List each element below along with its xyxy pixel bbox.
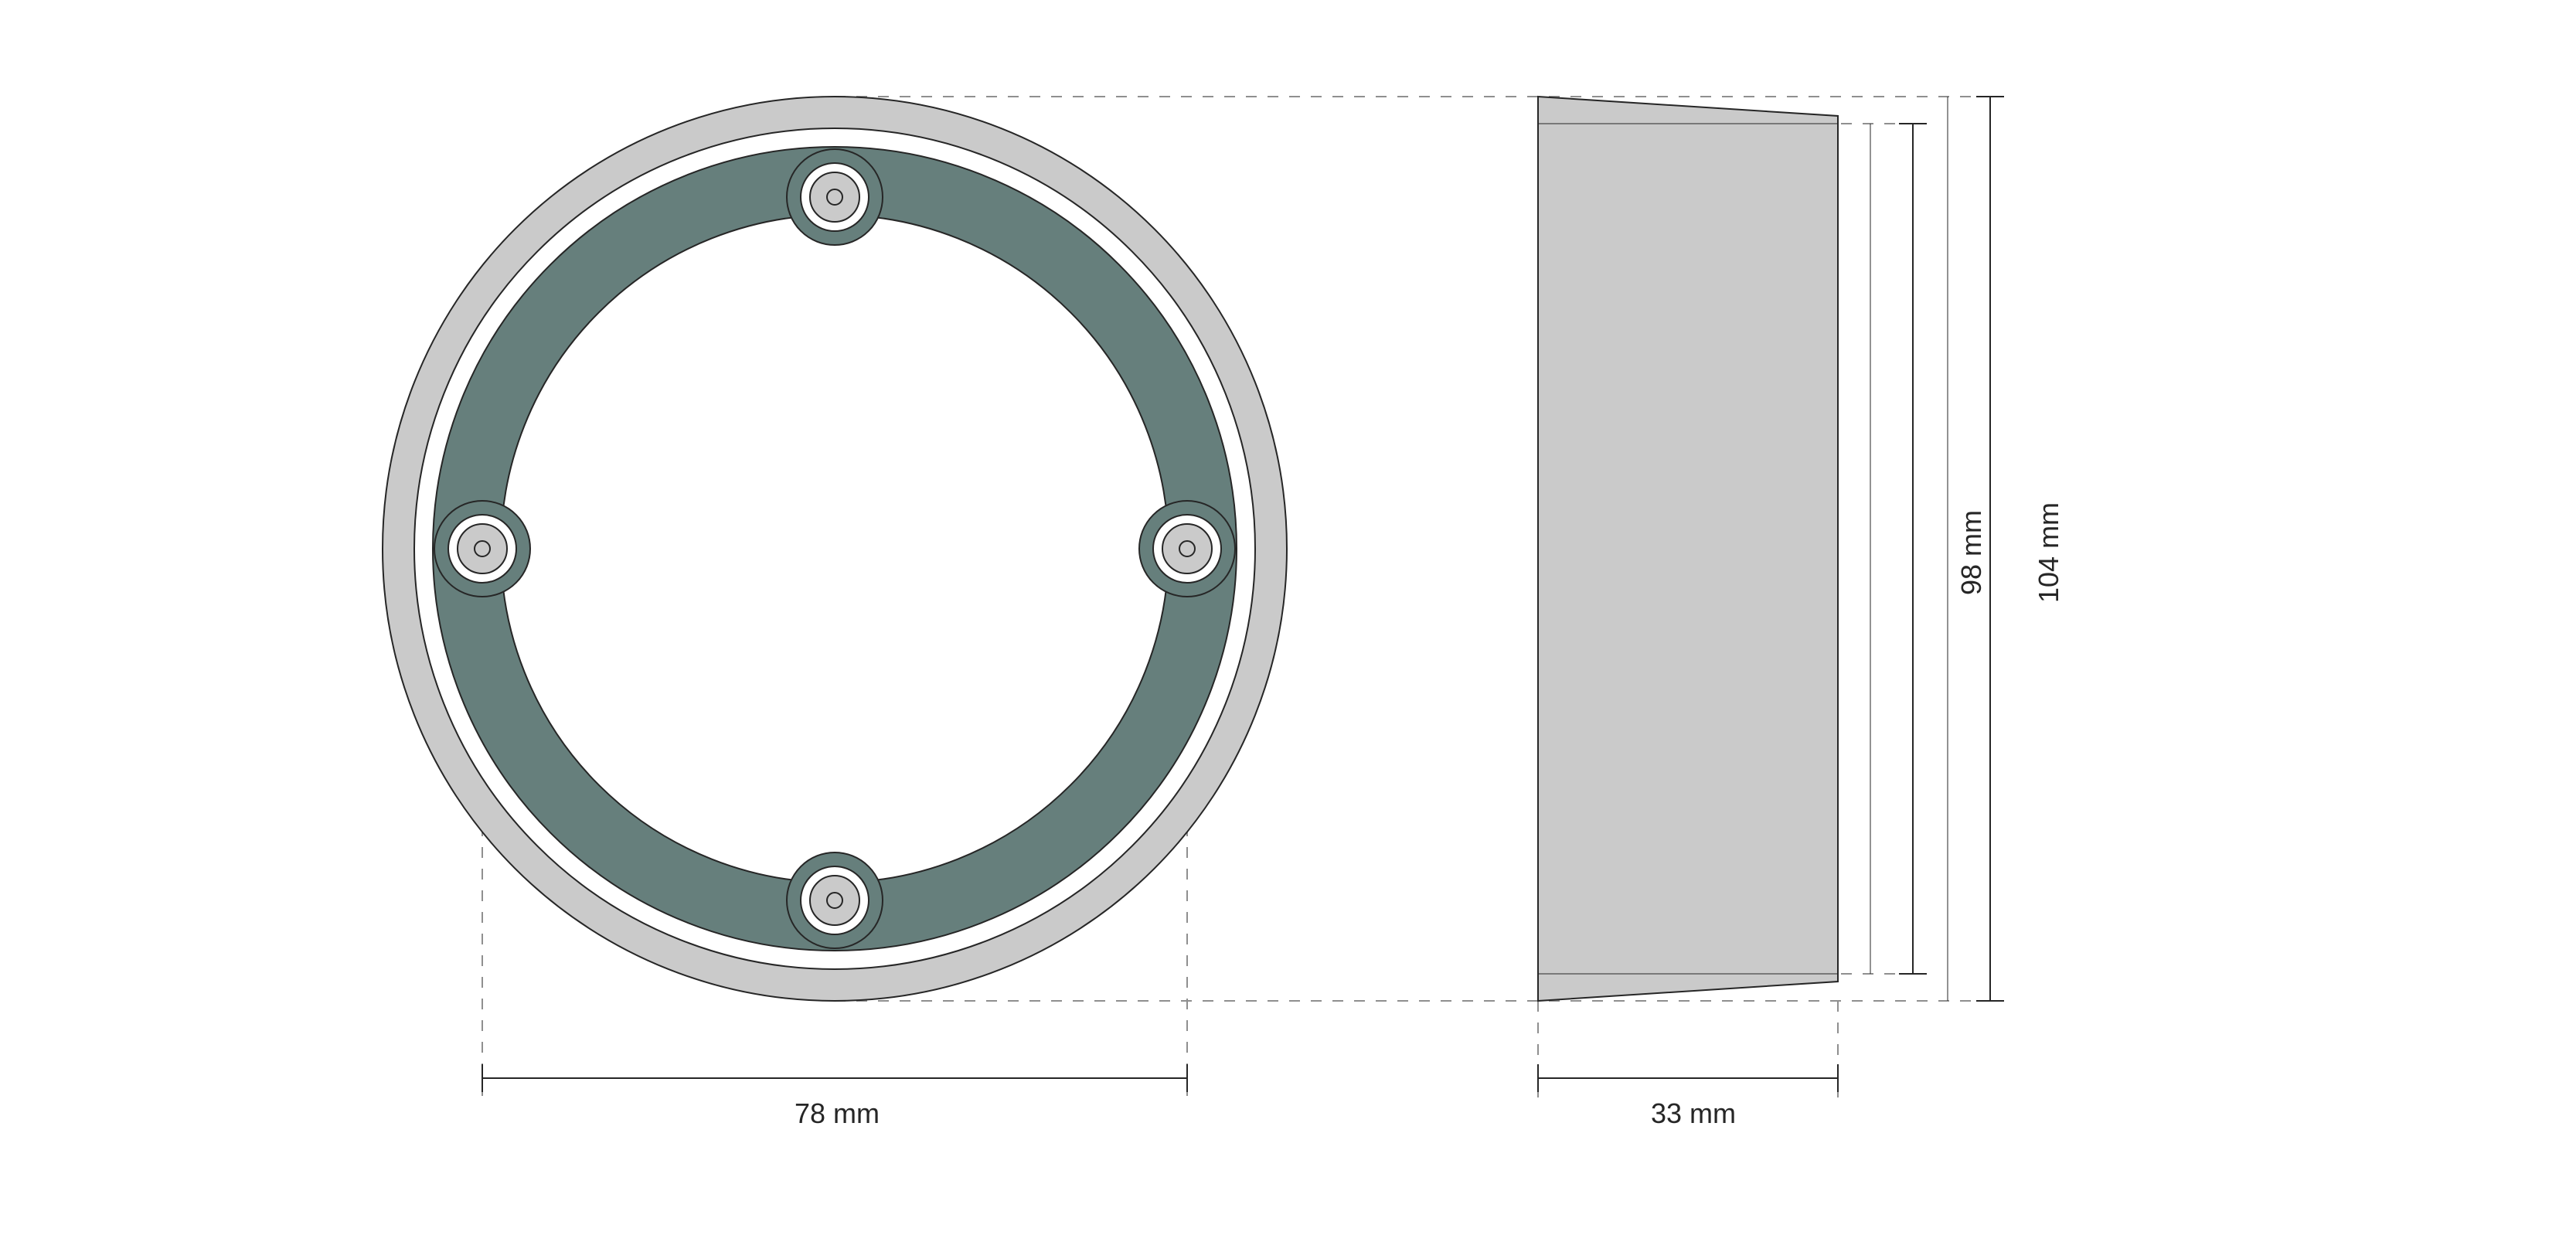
dimension-104mm: 104 mm	[2033, 502, 2065, 603]
dimension-78mm: 78 mm	[795, 1097, 880, 1130]
technical-drawing: 78 mm 33 mm 98 mm 104 mm	[0, 0, 2576, 1242]
dimension-33mm: 33 mm	[1651, 1097, 1736, 1130]
dimension-98mm: 98 mm	[1955, 510, 1988, 595]
drawing-svg	[0, 0, 2576, 1242]
